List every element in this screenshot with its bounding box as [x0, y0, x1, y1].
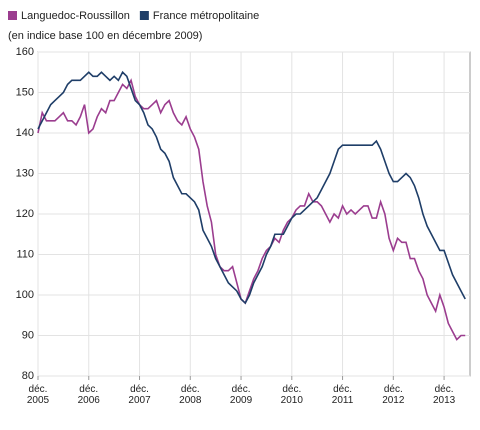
- legend-label: Languedoc-Roussillon: [21, 10, 130, 22]
- y-tick-label: 110: [16, 248, 34, 260]
- x-tick-label: déc. 2005: [26, 384, 50, 406]
- x-tick-label: déc. 2008: [179, 384, 202, 406]
- x-tick-label: déc. 2012: [382, 384, 405, 406]
- legend-swatch: [139, 11, 149, 20]
- x-tick-label: déc. 2007: [128, 384, 151, 406]
- y-tick-label: 100: [16, 289, 34, 301]
- x-tick-label: déc. 2010: [280, 384, 303, 406]
- x-tick-label: déc. 2013: [432, 384, 456, 406]
- legend-label: France métropolitaine: [153, 10, 259, 22]
- legend-swatch: [8, 11, 17, 20]
- y-tick-label: 140: [16, 127, 34, 139]
- x-tick-label: déc. 2009: [229, 384, 253, 406]
- x-tick-label: déc. 2011: [331, 384, 354, 406]
- y-tick-label: 120: [16, 208, 34, 220]
- y-tick-label: 130: [16, 167, 34, 179]
- x-tick-label: déc. 2006: [77, 384, 100, 406]
- y-tick-label: 90: [22, 329, 34, 341]
- y-tick-label: 80: [22, 370, 34, 382]
- chart-subtitle: (en indice base 100 en décembre 2009): [8, 30, 202, 42]
- y-tick-label: 160: [16, 46, 34, 58]
- line-series: [37, 70, 466, 305]
- line-series: [37, 78, 466, 341]
- y-tick-label: 150: [16, 86, 34, 98]
